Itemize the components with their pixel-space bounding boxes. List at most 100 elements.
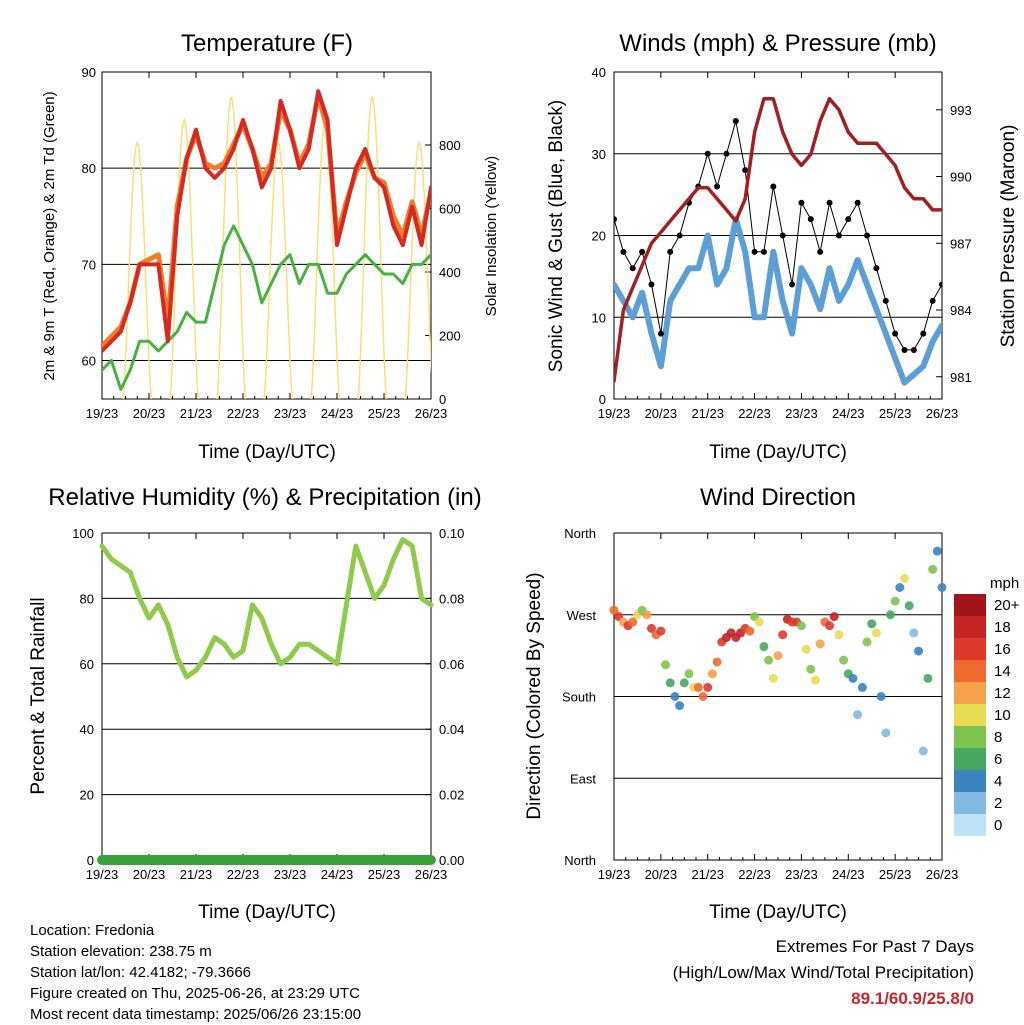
extremes-subheading: (High/Low/Max Wind/Total Precipitation) <box>672 963 974 982</box>
x-tick-label: 22/23 <box>227 867 260 882</box>
direction-point <box>810 675 820 685</box>
solar-insolation-line <box>310 117 341 399</box>
winds-y-tick-label: 40 <box>592 65 606 80</box>
x-tick-label: 23/23 <box>274 867 307 882</box>
humidity-y2-tick-label: 0.06 <box>439 657 464 672</box>
recent-data-text: Most recent data timestamp: 2025/06/26 2… <box>30 1006 362 1023</box>
temperature-y2-tick-label: 600 <box>439 202 461 217</box>
temperature-xlabel: Time (Day/UTC) <box>198 442 336 463</box>
extremes-heading: Extremes For Past 7 Days <box>775 937 974 956</box>
direction-point <box>759 642 769 652</box>
legend-swatch <box>954 770 986 792</box>
direction-y-tick-label: East <box>570 771 596 786</box>
winds-y-tick-label: 20 <box>592 229 606 244</box>
temperature-y2-tick-label: 0 <box>439 392 446 407</box>
direction-point <box>670 692 680 701</box>
legend-swatch <box>954 792 986 814</box>
direction-point <box>801 644 811 654</box>
legend-swatch <box>954 704 986 726</box>
direction-point <box>937 583 947 592</box>
legend-label: 4 <box>994 773 1002 790</box>
x-tick-label: 25/23 <box>368 867 401 882</box>
direction-point <box>895 583 905 592</box>
direction-point <box>642 610 652 620</box>
x-tick-label: 24/23 <box>321 867 354 882</box>
direction-point <box>628 617 638 627</box>
direction-point <box>754 617 764 627</box>
winds-axes: 19/23 20/23 21/23 22/23 23/23 24/23 25/23 26/23… <box>592 65 972 421</box>
direction-title: Wind Direction <box>700 484 856 511</box>
direction-point <box>675 701 685 711</box>
direction-point <box>646 623 656 633</box>
direction-point <box>796 621 806 631</box>
legend-swatch <box>954 616 986 638</box>
x-tick-label: 22/23 <box>227 406 260 421</box>
dewpoint-line <box>102 224 431 391</box>
direction-y-tick-label: North <box>564 526 596 541</box>
humidity-y-tick-label: 40 <box>80 722 94 737</box>
direction-point <box>665 678 675 688</box>
humidity-y2-tick-label: 0.02 <box>439 788 464 803</box>
direction-y-tick-label: South <box>562 690 596 705</box>
x-tick-label: 19/23 <box>598 867 631 882</box>
x-tick-label: 19/23 <box>598 406 631 421</box>
location-text: Location: Fredonia <box>30 922 155 939</box>
x-tick-label: 21/23 <box>180 406 213 421</box>
legend-label: 10 <box>994 707 1011 724</box>
station-info: Location: Fredonia Station elevation: 23… <box>30 920 361 1025</box>
direction-point <box>890 596 900 606</box>
direction-xlabel: Time (Day/UTC) <box>709 902 847 923</box>
direction-point <box>712 657 722 667</box>
temperature-series <box>102 89 431 399</box>
x-tick-label: 23/23 <box>785 867 818 882</box>
humidity-y-tick-label: 60 <box>80 657 94 672</box>
legend-swatch <box>954 726 986 748</box>
legend-label: 12 <box>994 685 1011 702</box>
x-tick-label: 22/23 <box>738 406 771 421</box>
winds-y2-tick-label: 990 <box>950 170 972 185</box>
direction-point <box>881 728 891 738</box>
humidity-ylabel: Percent & Total Rainfall <box>28 597 49 794</box>
direction-point <box>848 673 858 683</box>
winds-xlabel: Time (Day/UTC) <box>709 442 847 463</box>
direction-point <box>656 626 666 636</box>
direction-axes: 19/23 20/23 21/23 22/23 23/23 24/23 25/23 26/23… <box>562 526 958 882</box>
t9m-line <box>102 93 431 349</box>
solar-insolation-line <box>357 94 388 399</box>
temperature-y2-tick-label: 800 <box>439 138 461 153</box>
legend-swatch <box>954 748 986 770</box>
x-tick-label: 20/23 <box>133 867 166 882</box>
winds-y-tick-label: 0 <box>599 392 606 407</box>
solar-insolation-line <box>216 94 247 399</box>
x-tick-label: 20/23 <box>133 406 166 421</box>
direction-point <box>885 610 895 620</box>
legend-swatch <box>954 660 986 682</box>
direction-y-tick-label: North <box>564 853 596 868</box>
humidity-y2-tick-label: 0.08 <box>439 591 464 606</box>
humidity-title: Relative Humidity (%) & Precipitation (i… <box>48 484 481 511</box>
legend-label: 8 <box>994 729 1002 746</box>
direction-point <box>661 660 671 670</box>
winds-y2-tick-label: 993 <box>950 103 972 118</box>
station-pressure-line <box>614 96 942 383</box>
temperature-axes: 19/23 20/23 21/23 22/23 23/23 24/23 25/23 26/23… <box>82 65 461 421</box>
temperature-y-tick-label: 70 <box>82 257 96 272</box>
speed-legend: 20+ 18 16 14 12 10 8 6 4 2 0 <box>954 594 1020 836</box>
direction-point <box>839 655 849 665</box>
direction-point <box>707 669 717 679</box>
legend-label: 2 <box>994 795 1002 812</box>
winds-title: Winds (mph) & Pressure (mb) <box>619 30 936 57</box>
direction-point <box>857 682 867 692</box>
temperature-y2-tick-label: 400 <box>439 265 461 280</box>
legend-swatch <box>954 814 986 836</box>
humidity-y2-tick-label: 0.04 <box>439 722 464 737</box>
x-tick-label: 21/23 <box>691 406 724 421</box>
relative-humidity-line <box>99 537 434 680</box>
legend-label: 6 <box>994 751 1002 768</box>
extremes-values: 89.1/60.9/25.8/0 <box>851 989 974 1008</box>
direction-point <box>825 621 835 631</box>
direction-point <box>900 573 910 583</box>
x-tick-label: 22/23 <box>738 867 771 882</box>
humidity-xlabel: Time (Day/UTC) <box>198 902 336 923</box>
winds-y-tick-label: 10 <box>592 310 606 325</box>
